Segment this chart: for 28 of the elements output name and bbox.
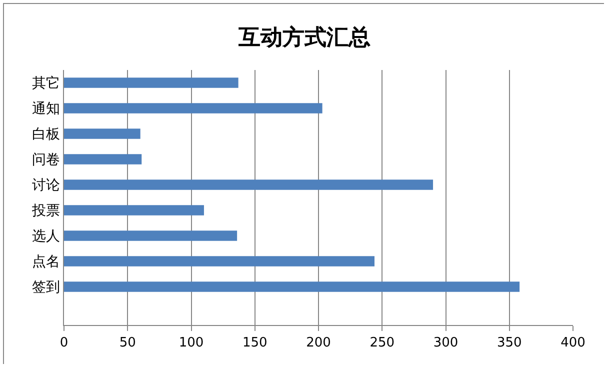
bar — [64, 103, 322, 114]
x-tick-label: 0 — [60, 336, 68, 351]
y-tick-label: 通知 — [32, 101, 60, 118]
y-tick-label: 选人 — [32, 228, 60, 245]
chart-title: 互动方式汇总 — [238, 24, 370, 50]
y-tick-label: 其它 — [32, 76, 60, 92]
x-tick-label: 100 — [178, 336, 204, 351]
y-tick-label: 白板 — [32, 126, 60, 143]
bar — [64, 78, 238, 88]
x-tick-label: 400 — [560, 336, 586, 351]
bar — [64, 205, 204, 216]
y-tick-label: 问卷 — [32, 152, 60, 168]
bar — [64, 282, 520, 292]
bar — [64, 230, 238, 241]
bar — [64, 154, 142, 164]
y-tick-label: 讨论 — [32, 178, 60, 194]
y-tick-label: 签到 — [32, 280, 60, 296]
x-tick-label: 150 — [242, 336, 268, 351]
x-tick-label: 300 — [433, 336, 458, 351]
bar — [64, 128, 140, 139]
x-tick-label: 50 — [119, 336, 136, 351]
bar — [64, 180, 434, 190]
y-tick-label: 点名 — [32, 254, 60, 270]
x-tick-label: 250 — [370, 336, 395, 351]
x-tick-label: 200 — [306, 336, 331, 351]
y-tick-label: 投票 — [31, 203, 60, 220]
bar — [64, 256, 374, 266]
x-tick-label: 350 — [496, 336, 522, 351]
